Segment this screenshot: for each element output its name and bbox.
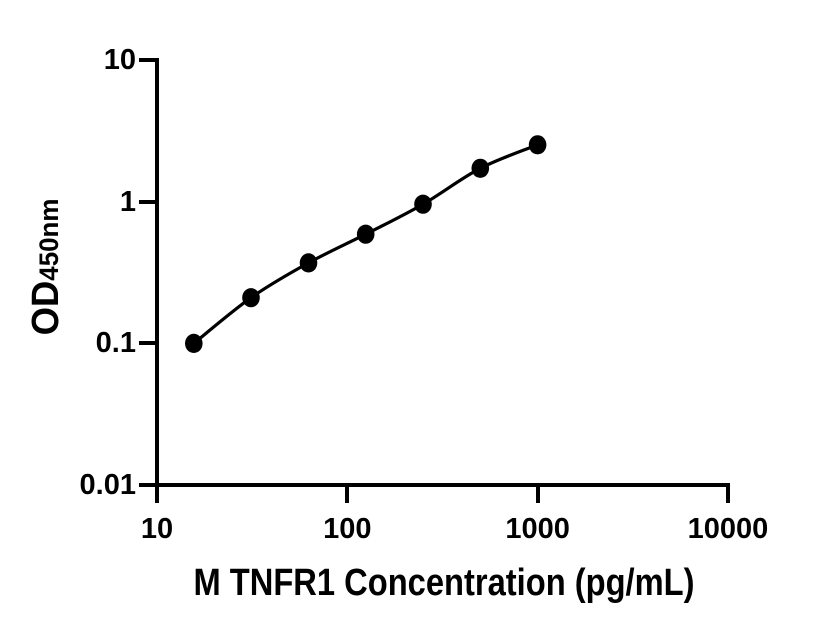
x-axis-tick-label: 100: [323, 513, 372, 545]
data-point: [356, 224, 375, 244]
x-axis-tick: [725, 487, 730, 503]
data-point: [471, 158, 490, 178]
y-axis-tick: [139, 483, 155, 488]
x-axis-tick-label: 10: [140, 513, 174, 545]
x-axis-tick-label: 10000: [687, 513, 769, 545]
x-axis-tick: [535, 487, 540, 503]
x-axis-title: M TNFR1 Concentration (pg/mL): [193, 562, 695, 604]
x-axis-tick: [345, 487, 350, 503]
y-axis-title-subscript: 450nm: [34, 198, 64, 281]
data-point: [185, 333, 203, 353]
y-axis-tick: [139, 341, 155, 346]
data-point: [414, 194, 432, 214]
y-axis-tick-label: 1: [119, 185, 136, 218]
y-axis-title: OD450nm: [25, 123, 67, 411]
x-axis-tick: [155, 487, 159, 503]
y-axis-tick: [139, 58, 155, 62]
data-point: [528, 135, 547, 155]
data-point: [299, 253, 318, 273]
y-axis-tick-label: 10: [103, 44, 136, 76]
y-axis-tick-label: 0.1: [95, 327, 136, 360]
x-axis: [155, 483, 730, 487]
y-axis: [155, 58, 159, 487]
y-axis-tick-label: 0.01: [79, 469, 136, 502]
data-point: [242, 288, 260, 308]
y-axis-title-main: OD: [25, 280, 67, 336]
y-axis-tick: [139, 199, 155, 204]
x-axis-tick-label: 1000: [505, 513, 570, 545]
